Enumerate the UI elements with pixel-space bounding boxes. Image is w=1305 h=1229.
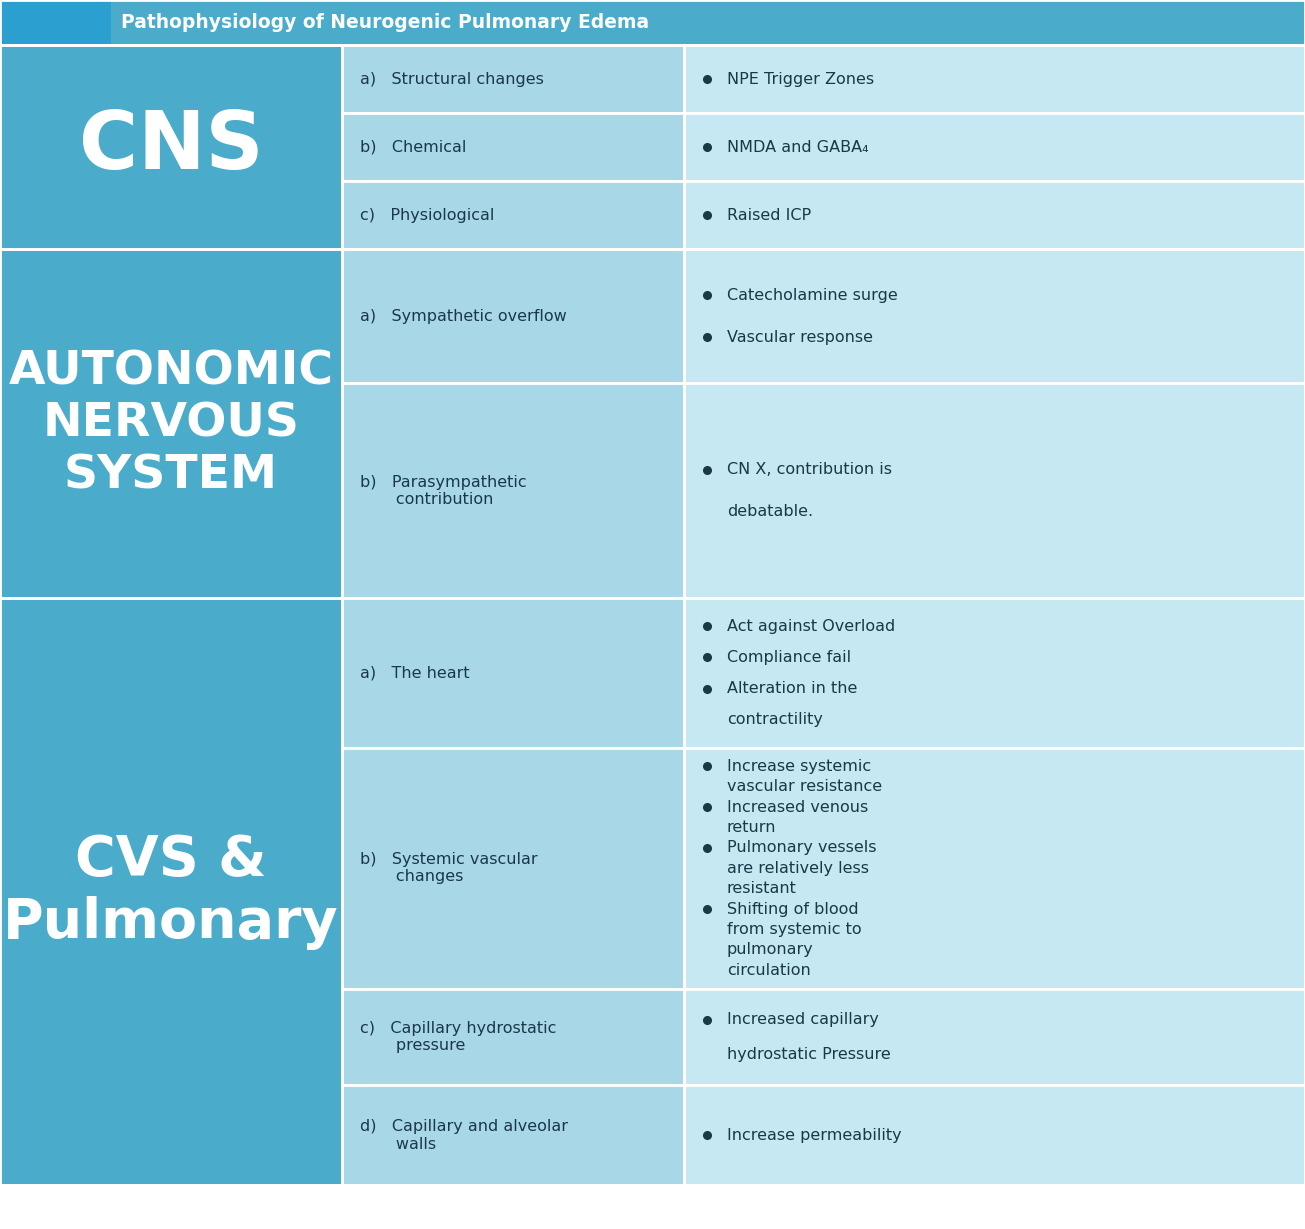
- Bar: [342, 988, 684, 1085]
- Text: Shifting of blood: Shifting of blood: [727, 902, 859, 917]
- Text: Vascular response: Vascular response: [727, 329, 873, 344]
- Text: AUTONOMIC
NERVOUS
SYSTEM: AUTONOMIC NERVOUS SYSTEM: [8, 349, 334, 498]
- Bar: [684, 181, 1305, 249]
- Bar: [684, 988, 1305, 1085]
- Bar: [684, 383, 1305, 599]
- Text: Increased capillary: Increased capillary: [727, 1013, 878, 1027]
- Text: NMDA and GABA₄: NMDA and GABA₄: [727, 140, 869, 155]
- Text: Increased venous: Increased venous: [727, 800, 868, 815]
- Bar: [684, 599, 1305, 748]
- Bar: [684, 748, 1305, 988]
- Bar: [342, 181, 684, 249]
- Text: Alteration in the: Alteration in the: [727, 681, 857, 696]
- Text: NPE Trigger Zones: NPE Trigger Zones: [727, 71, 874, 87]
- Bar: [0, 249, 342, 599]
- Text: Compliance fail: Compliance fail: [727, 650, 851, 665]
- Text: Pathophysiology of Neurogenic Pulmonary Edema: Pathophysiology of Neurogenic Pulmonary …: [121, 14, 650, 32]
- Text: Raised ICP: Raised ICP: [727, 208, 810, 222]
- Text: d)   Capillary and alveolar
       walls: d) Capillary and alveolar walls: [360, 1120, 568, 1152]
- Text: contractility: contractility: [727, 713, 822, 728]
- Text: b)   Chemical: b) Chemical: [360, 140, 467, 155]
- Bar: [342, 113, 684, 181]
- Bar: [342, 45, 684, 113]
- Text: CN X, contribution is: CN X, contribution is: [727, 462, 891, 477]
- Text: pulmonary: pulmonary: [727, 943, 813, 957]
- Text: resistant: resistant: [727, 881, 797, 896]
- Bar: [0, 45, 342, 249]
- Bar: [342, 599, 684, 748]
- Text: are relatively less: are relatively less: [727, 860, 869, 876]
- Bar: [684, 45, 1305, 113]
- Bar: [342, 383, 684, 599]
- Text: vascular resistance: vascular resistance: [727, 779, 882, 794]
- Text: from systemic to: from systemic to: [727, 922, 861, 936]
- Bar: [0, 599, 342, 1185]
- Text: Increase systemic: Increase systemic: [727, 758, 870, 774]
- Text: debatable.: debatable.: [727, 504, 813, 519]
- Text: b)   Systemic vascular
       changes: b) Systemic vascular changes: [360, 852, 538, 885]
- Text: Catecholamine surge: Catecholamine surge: [727, 288, 898, 302]
- Text: Increase permeability: Increase permeability: [727, 1128, 902, 1143]
- Bar: [0, 0, 111, 45]
- Text: Act against Overload: Act against Overload: [727, 618, 895, 634]
- Bar: [342, 249, 684, 383]
- Bar: [342, 748, 684, 988]
- Text: return: return: [727, 820, 776, 834]
- Text: b)   Parasympathetic
       contribution: b) Parasympathetic contribution: [360, 474, 527, 508]
- Bar: [684, 113, 1305, 181]
- Text: a)   The heart: a) The heart: [360, 666, 470, 681]
- Text: Pulmonary vessels: Pulmonary vessels: [727, 841, 877, 855]
- Text: a)   Structural changes: a) Structural changes: [360, 71, 544, 87]
- Text: a)   Sympathetic overflow: a) Sympathetic overflow: [360, 308, 566, 323]
- Text: CNS: CNS: [78, 108, 264, 187]
- Text: CVS &
Pulmonary: CVS & Pulmonary: [3, 833, 339, 950]
- Bar: [342, 1085, 684, 1185]
- Bar: [111, 0, 1305, 45]
- Text: c)   Physiological: c) Physiological: [360, 208, 495, 222]
- Text: circulation: circulation: [727, 962, 810, 978]
- Bar: [684, 1085, 1305, 1185]
- Text: hydrostatic Pressure: hydrostatic Pressure: [727, 1047, 890, 1062]
- Bar: [684, 249, 1305, 383]
- Text: c)   Capillary hydrostatic
       pressure: c) Capillary hydrostatic pressure: [360, 1021, 556, 1053]
